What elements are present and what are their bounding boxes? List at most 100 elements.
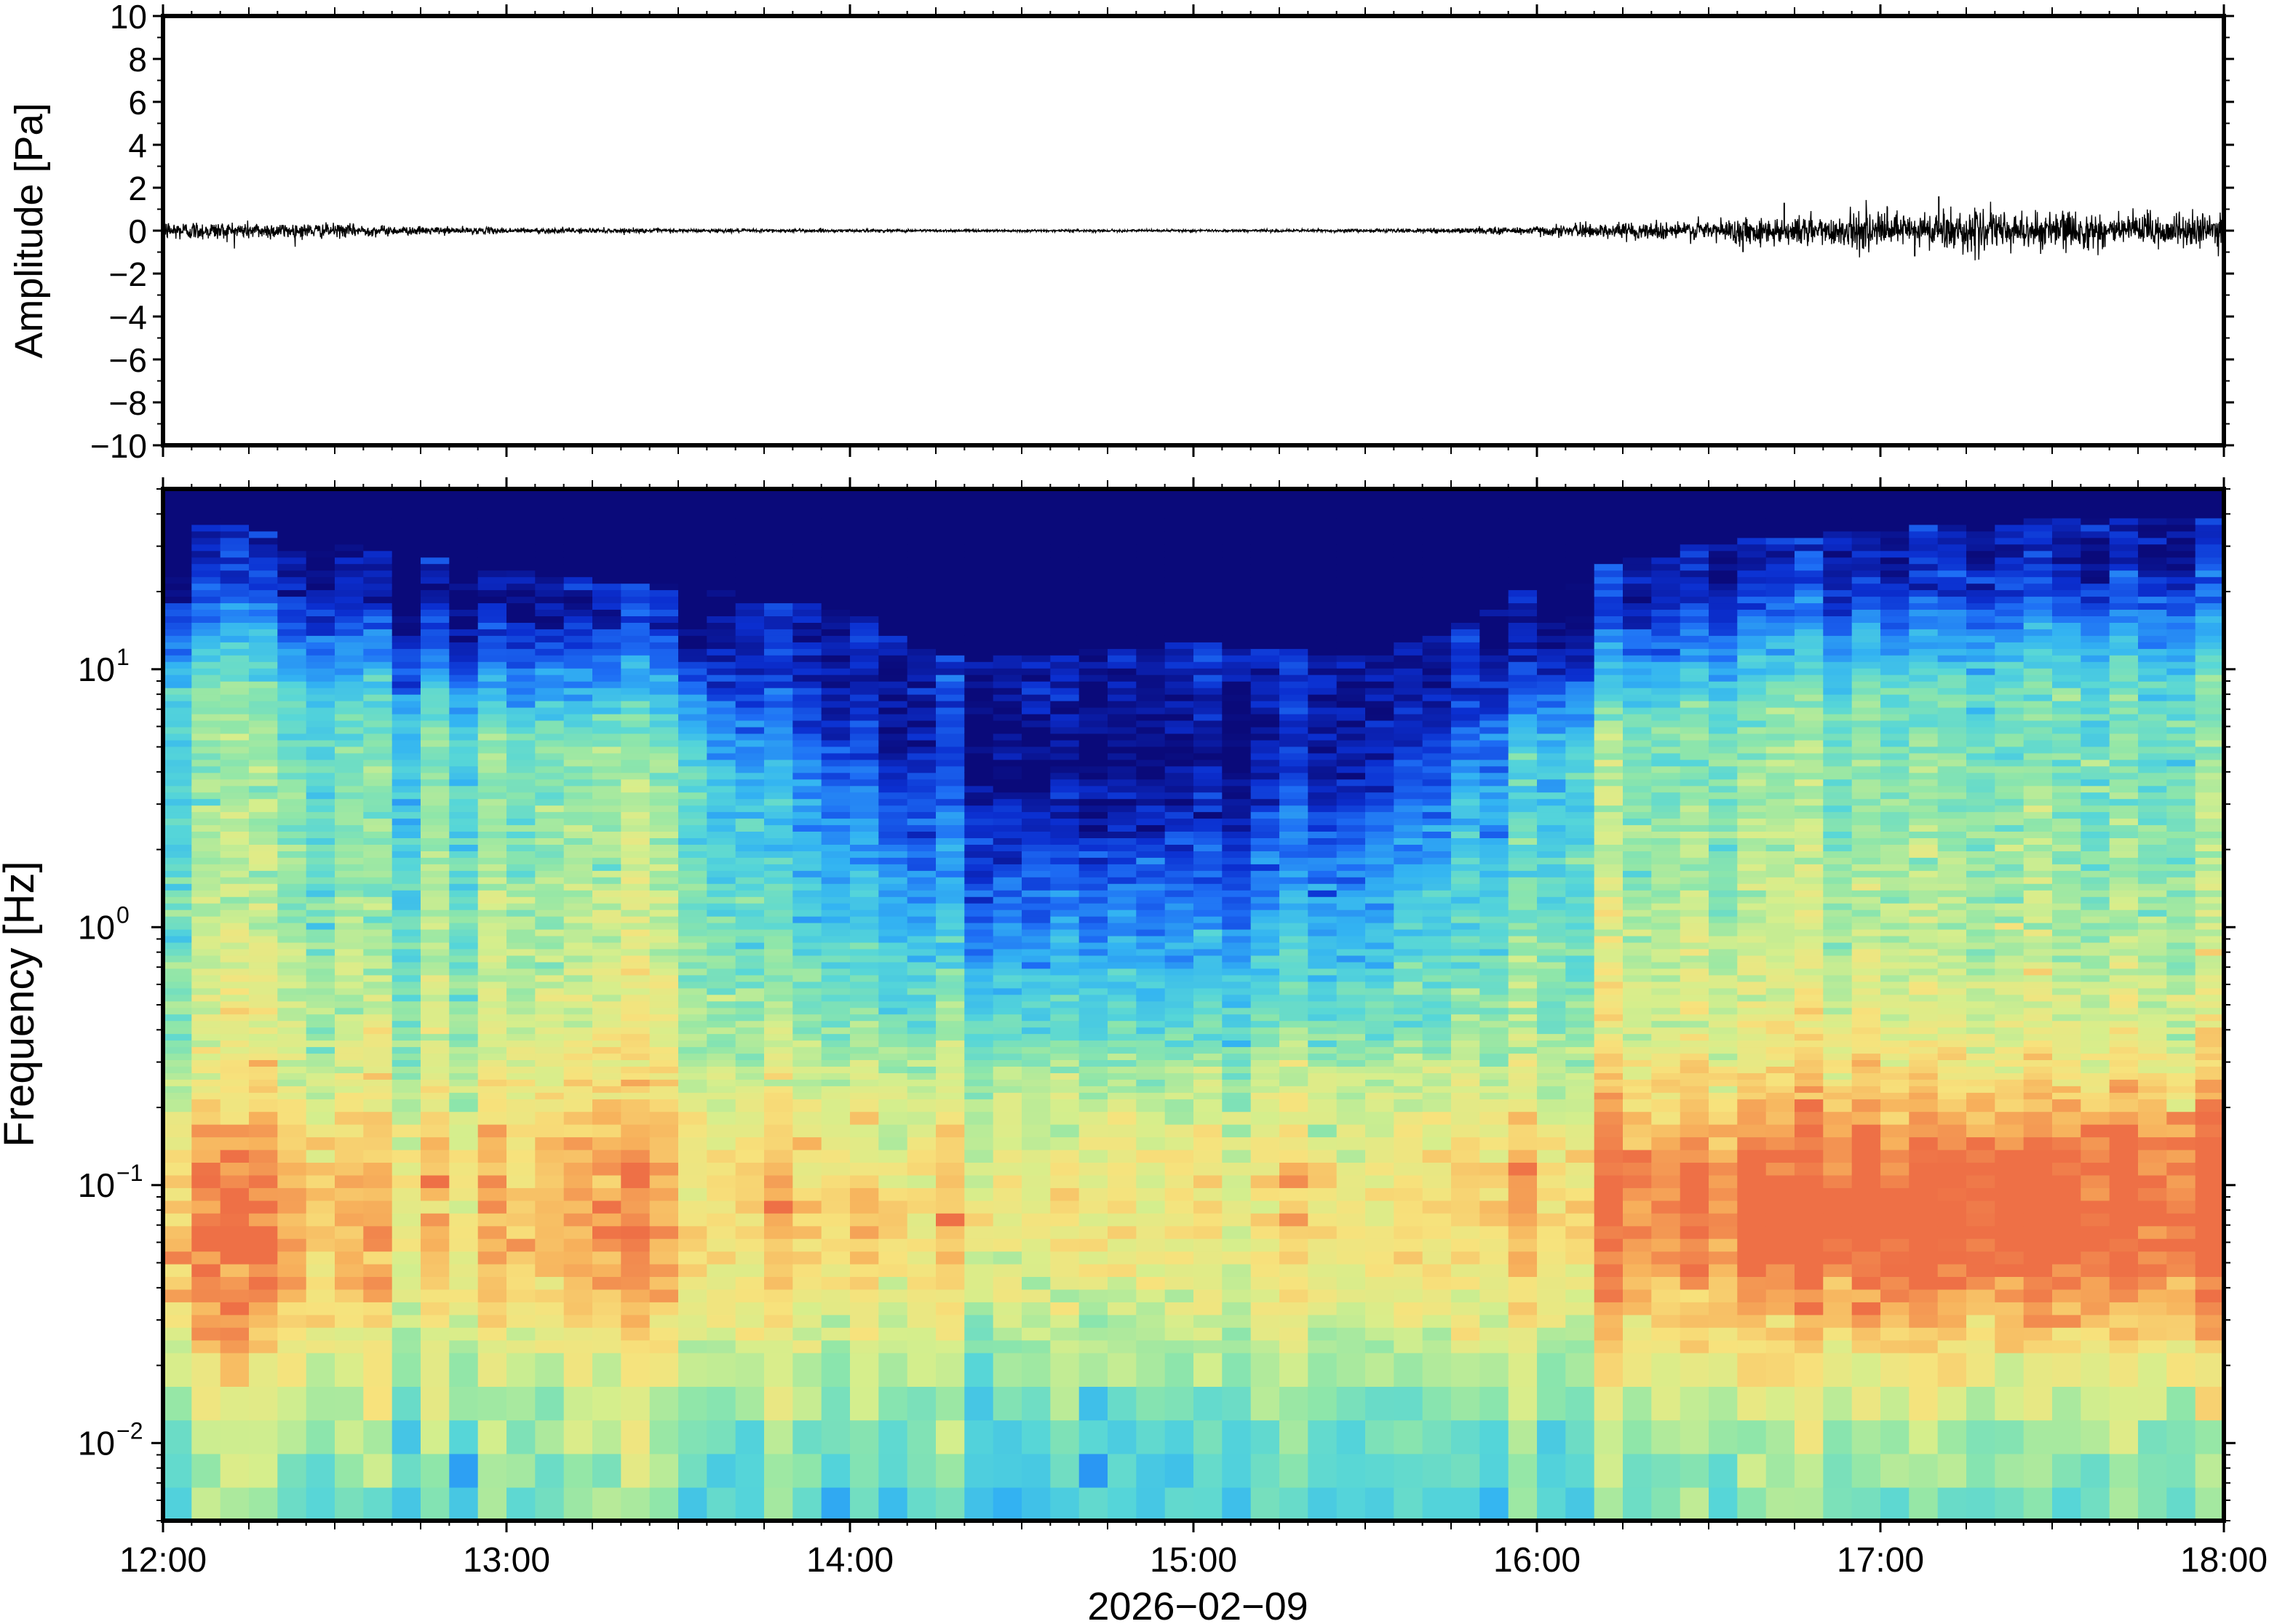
heatmap-cell <box>735 1123 765 1138</box>
heatmap-cell <box>306 851 335 858</box>
heatmap-cell <box>277 746 307 754</box>
heatmap-cell <box>220 739 250 747</box>
heatmap-cell <box>277 759 307 767</box>
heatmap-cell <box>1279 700 1309 708</box>
heatmap-cell <box>392 1187 421 1201</box>
heatmap-cell <box>249 1453 279 1488</box>
heatmap-cell <box>306 837 335 845</box>
heatmap-cell <box>592 713 622 721</box>
heatmap-cell <box>907 733 937 741</box>
heatmap-cell <box>850 596 880 604</box>
heatmap-cell <box>335 524 365 532</box>
heatmap-cell <box>792 942 822 950</box>
heatmap-cell <box>936 883 966 891</box>
heatmap-cell <box>621 616 651 623</box>
heatmap-cell <box>306 1086 335 1093</box>
heatmap-cell <box>1050 779 1080 787</box>
heatmap-cell <box>764 877 794 884</box>
heatmap-cell <box>1222 622 1252 629</box>
heatmap-cell <box>993 864 1022 871</box>
heatmap-cell <box>249 1420 279 1454</box>
heatmap-cell <box>392 498 421 506</box>
heatmap-cell <box>249 1033 279 1041</box>
heatmap-cell <box>1250 831 1280 838</box>
heatmap-cell <box>249 987 279 995</box>
heatmap-cell <box>421 1174 450 1188</box>
heatmap-cell <box>821 844 851 851</box>
heatmap-cell <box>735 491 765 499</box>
heatmap-cell <box>563 765 593 773</box>
heatmap-cell <box>477 720 507 728</box>
heatmap-cell <box>735 935 765 943</box>
heatmap-cell <box>964 530 994 538</box>
heatmap-cell <box>191 1289 221 1302</box>
heatmap-cell <box>1108 491 1137 499</box>
heatmap-cell <box>277 883 307 891</box>
heatmap-cell <box>792 713 822 721</box>
heatmap-cell <box>1222 733 1252 741</box>
heatmap-cell <box>1108 1263 1137 1277</box>
heatmap-cell <box>907 576 937 584</box>
heatmap-cell <box>1279 622 1309 629</box>
heatmap-cell <box>592 511 622 519</box>
heatmap-cell <box>563 961 593 969</box>
heatmap-cell <box>477 844 507 851</box>
heatmap-cell <box>993 524 1022 532</box>
heatmap-cell <box>1279 1059 1309 1067</box>
heatmap-cell <box>1164 961 1194 969</box>
heatmap-cell <box>163 563 193 571</box>
heatmap-cell <box>1050 824 1080 832</box>
heatmap-cell <box>735 746 765 754</box>
heatmap-cell <box>335 1251 365 1265</box>
heatmap-cell <box>421 1263 450 1277</box>
heatmap-cell <box>964 1200 994 1214</box>
heatmap-cell <box>506 557 536 565</box>
heatmap-cell <box>964 1040 994 1048</box>
heatmap-cell <box>993 824 1022 832</box>
heatmap-cell <box>277 1053 307 1060</box>
heatmap-cell <box>1022 700 1052 708</box>
heatmap-cell <box>1136 1020 1166 1028</box>
heatmap-cell <box>621 1453 651 1488</box>
heatmap-cell <box>878 1137 908 1150</box>
heatmap-cell <box>1250 1353 1280 1387</box>
heatmap-cell <box>277 1000 307 1008</box>
heatmap-cell <box>506 922 536 930</box>
heatmap-cell <box>477 1149 507 1163</box>
heatmap-cell <box>563 1353 593 1387</box>
heatmap-cell <box>220 792 250 800</box>
heatmap-cell <box>535 1187 565 1201</box>
heatmap-cell <box>535 596 565 604</box>
heatmap-cell <box>449 517 479 525</box>
heatmap-cell <box>363 1420 393 1454</box>
heatmap-cell <box>1164 974 1194 982</box>
heatmap-cell <box>621 987 651 995</box>
heatmap-cell <box>449 655 479 662</box>
heatmap-cell <box>363 1276 393 1290</box>
heatmap-cell <box>477 557 507 565</box>
heatmap-cell <box>1078 857 1108 864</box>
heatmap-cell <box>220 550 250 558</box>
heatmap-cell <box>449 1137 479 1150</box>
heatmap-cell <box>907 1187 937 1201</box>
heatmap-cell <box>277 524 307 532</box>
heatmap-cell <box>249 622 279 629</box>
heatmap-cell <box>535 602 565 610</box>
heatmap-cell <box>335 1420 365 1454</box>
heatmap-cell <box>592 706 622 715</box>
heatmap-cell <box>1108 1314 1137 1328</box>
heatmap-cell <box>621 981 651 989</box>
heatmap-cell <box>1164 779 1194 787</box>
heatmap-cell <box>363 1111 393 1125</box>
heatmap-cell <box>621 1092 651 1099</box>
heatmap-cell <box>649 1111 679 1125</box>
heatmap-cell <box>477 1263 507 1277</box>
heatmap-cell <box>449 589 479 597</box>
heatmap-cell <box>621 779 651 787</box>
heatmap-cell <box>163 824 193 832</box>
heatmap-cell <box>878 746 908 754</box>
heatmap-cell <box>1279 955 1309 963</box>
heatmap-cell <box>363 1079 393 1086</box>
heatmap-cell <box>850 530 880 538</box>
heatmap-cell <box>821 981 851 989</box>
